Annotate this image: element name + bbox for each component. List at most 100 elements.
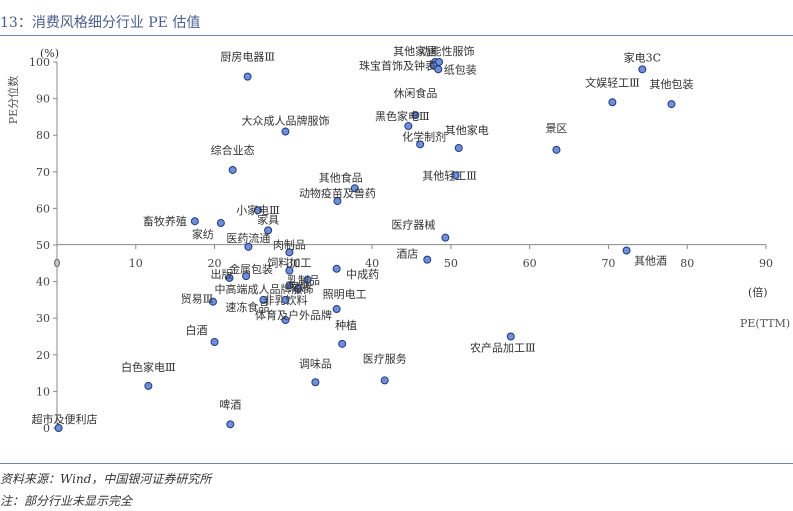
y-tick-label: 30 bbox=[36, 312, 50, 325]
data-point bbox=[244, 242, 253, 251]
x-tick-label: 80 bbox=[680, 257, 694, 270]
y-tick-label: 100 bbox=[29, 56, 50, 69]
data-point bbox=[451, 171, 460, 180]
point-label: 体育及户外品牌 bbox=[255, 308, 332, 322]
data-point bbox=[622, 246, 631, 255]
data-point bbox=[259, 295, 268, 304]
point-label: 文娱轻工Ⅲ bbox=[585, 75, 640, 89]
y-tick-label: 90 bbox=[36, 93, 50, 106]
data-point bbox=[216, 219, 225, 228]
x-tick-label: 90 bbox=[759, 257, 773, 270]
point-label: 饲料加工 bbox=[267, 256, 311, 270]
data-point bbox=[228, 165, 237, 174]
data-point bbox=[303, 275, 312, 284]
title-divider bbox=[0, 35, 793, 36]
point-label: 医疗器械 bbox=[391, 218, 435, 232]
source-note: 资料来源：Wind，中国银河证券研究所 bbox=[0, 472, 212, 486]
data-point bbox=[667, 100, 676, 109]
y-tick-label: 60 bbox=[36, 202, 50, 215]
point-label: 景区 bbox=[545, 122, 567, 135]
data-point bbox=[242, 272, 251, 281]
y-tick-label: 40 bbox=[36, 276, 50, 289]
data-point bbox=[552, 145, 561, 154]
point-label: 其他食品 bbox=[319, 170, 363, 184]
point-label: 速冻食品 bbox=[225, 300, 269, 314]
point-label: 家电3C bbox=[624, 50, 661, 64]
data-point bbox=[285, 281, 294, 290]
x-tick-label: 40 bbox=[365, 257, 379, 270]
data-point bbox=[311, 378, 320, 387]
data-point bbox=[281, 316, 290, 325]
point-label: 小家电Ⅲ bbox=[236, 203, 280, 217]
data-point bbox=[243, 72, 252, 81]
point-label: 大众成人品牌服饰 bbox=[241, 114, 329, 128]
data-point bbox=[264, 226, 273, 235]
data-point bbox=[144, 381, 153, 390]
data-point bbox=[441, 233, 450, 242]
y-tick-label: 20 bbox=[36, 349, 50, 362]
data-point bbox=[281, 295, 290, 304]
point-label: 功能性服饰 bbox=[420, 44, 475, 58]
y-tick-label: 0 bbox=[43, 422, 50, 435]
data-point bbox=[253, 206, 262, 215]
point-label: 畜牧养殖 bbox=[143, 214, 187, 228]
data-point bbox=[281, 127, 290, 136]
x-tick-label: 10 bbox=[129, 257, 143, 270]
data-point bbox=[190, 217, 199, 226]
data-point bbox=[225, 273, 234, 282]
point-label: 其他家电 bbox=[445, 123, 489, 137]
point-label: 家装 bbox=[288, 279, 310, 293]
data-point bbox=[423, 255, 432, 264]
data-point bbox=[404, 122, 413, 131]
y-tick-label: 10 bbox=[36, 385, 50, 398]
point-label: 肉制品 bbox=[273, 238, 306, 251]
point-label: 综合业态 bbox=[211, 143, 255, 157]
point-label: 非乳饮料 bbox=[263, 293, 307, 307]
point-label: 医药流通 bbox=[226, 231, 270, 245]
data-point bbox=[416, 140, 425, 149]
y-tick-group: 0 10 20 30 40 50 60 70 80 90 100 bbox=[29, 56, 57, 435]
point-label: 啤酒 bbox=[219, 397, 241, 411]
point-label: 金属包装 bbox=[229, 262, 273, 276]
data-point bbox=[434, 65, 443, 74]
point-label: 其他轻工Ⅲ bbox=[422, 168, 477, 182]
data-point bbox=[226, 420, 235, 429]
point-label: 家纺 bbox=[192, 227, 214, 241]
data-point bbox=[506, 332, 515, 341]
y-axis-label: PE分位数 bbox=[6, 76, 20, 124]
point-label: 白酒 bbox=[186, 323, 208, 337]
data-point bbox=[338, 339, 347, 348]
point-label: 超市及便利店 bbox=[32, 412, 98, 426]
y-tick-label: 80 bbox=[36, 129, 50, 142]
footnote: 注：部分行业未显示完全 bbox=[0, 494, 133, 508]
x-tick-label: 60 bbox=[523, 257, 537, 270]
x-tick-label: 70 bbox=[601, 257, 615, 270]
point-label: 休闲食品 bbox=[393, 86, 437, 100]
y-tick-label: 70 bbox=[36, 166, 50, 179]
x-unit-label: (倍) bbox=[748, 285, 768, 299]
data-point bbox=[208, 297, 217, 306]
point-label: 纸包装 bbox=[444, 63, 477, 76]
chart-title: 13：消费风格细分行业 PE 估值 bbox=[0, 15, 201, 31]
data-point bbox=[638, 65, 647, 74]
point-label: 中高端成人品牌服饰 bbox=[215, 282, 314, 296]
point-label: 农产品加工Ⅲ bbox=[470, 341, 536, 355]
point-label: 珠宝首饰及钟表 bbox=[359, 59, 436, 73]
data-point bbox=[294, 284, 303, 293]
x-tick-label: 20 bbox=[208, 257, 222, 270]
point-label: 中成药 bbox=[346, 268, 379, 281]
point-label: 酒店 bbox=[396, 247, 418, 261]
x-tick-group: 0 10 20 30 40 50 60 70 80 90 bbox=[54, 245, 773, 270]
data-point bbox=[210, 337, 219, 346]
point-label: 厨房电器Ⅲ bbox=[220, 51, 275, 64]
point-label: 乳制品 bbox=[287, 274, 320, 287]
point-label: 出版 bbox=[211, 267, 233, 281]
point-label: 化学制剂 bbox=[402, 129, 446, 143]
point-label: 其他酒 bbox=[634, 254, 667, 267]
footer-divider bbox=[0, 463, 793, 464]
point-label: 白色家电Ⅲ bbox=[121, 360, 176, 374]
data-point bbox=[608, 98, 617, 107]
data-point bbox=[332, 264, 341, 273]
